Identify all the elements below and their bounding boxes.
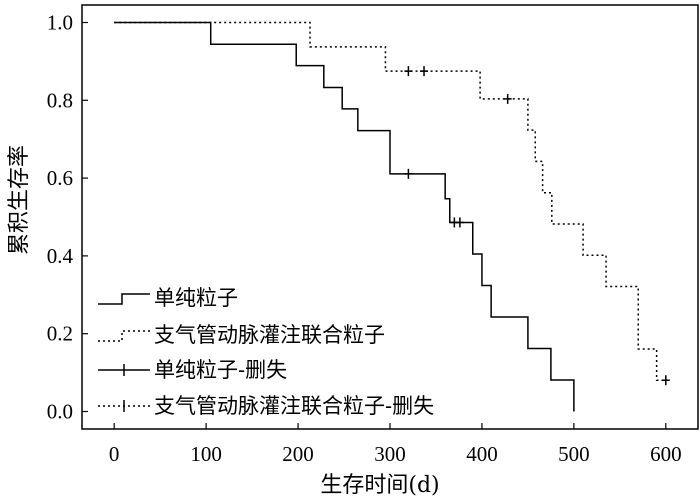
y-tick-label: 0.8 [47,88,73,112]
series-line-2 [114,21,666,381]
x-tick-label: 500 [558,442,590,466]
legend-entry-km-solid: 单纯粒子 [98,286,238,310]
legend-swatch-dotted [98,330,150,342]
x-tick-label: 300 [374,442,406,466]
legend: 单纯粒子 支气管动脉灌注联合粒子 单纯粒子-删失 支气管动脉灌注联合粒子-删失 [98,286,434,418]
y-axis-title: 累积生存率 [7,145,32,255]
censor-marks [404,66,670,386]
x-axis-title: 生存时间(d) [320,473,439,498]
x-tick-label: 200 [282,442,314,466]
y-tick-label: 1.0 [47,11,73,35]
y-tick-label: 0.6 [47,166,73,190]
y-tick-label: 0.2 [47,322,73,346]
y-tick-label: 0.0 [47,399,73,423]
x-tick-label: 400 [466,442,498,466]
legend-label-solid: 单纯粒子 [154,286,238,310]
legend-entry-censor-dotted: 支气管动脉灌注联合粒子-删失 [98,394,434,418]
legend-entry-km-dotted: 支气管动脉灌注联合粒子 [98,323,385,347]
series-line-1 [114,21,575,412]
legend-label-dotted: 支气管动脉灌注联合粒子 [154,323,385,347]
legend-label-censor-dotted: 支气管动脉灌注联合粒子-删失 [154,394,434,418]
legend-swatch-solid [98,293,150,305]
legend-swatch-censor-solid [98,364,150,376]
series-layer [114,21,666,412]
x-tick-label: 0 [109,442,120,466]
axis-ticks: 0 100 200 300 400 500 600 0.0 0.2 0.4 0.6 0.8 1.0 [47,11,682,466]
x-tick-label: 600 [650,442,682,466]
y-tick-label: 0.4 [47,244,74,268]
legend-entry-censor-solid: 单纯粒子-删失 [98,358,287,382]
legend-label-censor-solid: 单纯粒子-删失 [154,358,287,382]
x-tick-label: 100 [190,442,222,466]
